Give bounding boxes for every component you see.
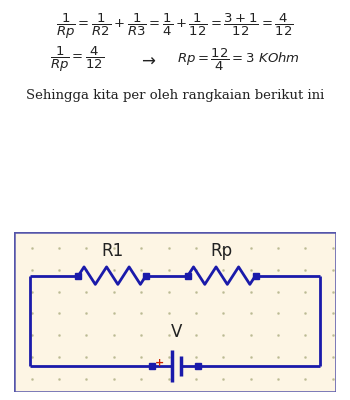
Text: +: + <box>155 358 164 368</box>
Text: $\dfrac{1}{Rp} = \dfrac{1}{R2} + \dfrac{1}{R3} = \dfrac{1}{4} + \dfrac{1}{12} = : $\dfrac{1}{Rp} = \dfrac{1}{R2} + \dfrac{… <box>56 12 294 41</box>
Text: Rp: Rp <box>211 242 233 260</box>
FancyBboxPatch shape <box>14 232 336 392</box>
Text: $\rightarrow$: $\rightarrow$ <box>138 50 156 68</box>
Text: R1: R1 <box>101 242 123 260</box>
Text: Sehingga kita per oleh rangkaian berikut ini: Sehingga kita per oleh rangkaian berikut… <box>26 89 324 102</box>
Text: V: V <box>171 323 182 341</box>
Text: $\dfrac{1}{Rp} = \dfrac{4}{12}$: $\dfrac{1}{Rp} = \dfrac{4}{12}$ <box>50 45 104 74</box>
Text: $Rp = \dfrac{12}{4} = 3\ KOhm$: $Rp = \dfrac{12}{4} = 3\ KOhm$ <box>176 46 300 72</box>
